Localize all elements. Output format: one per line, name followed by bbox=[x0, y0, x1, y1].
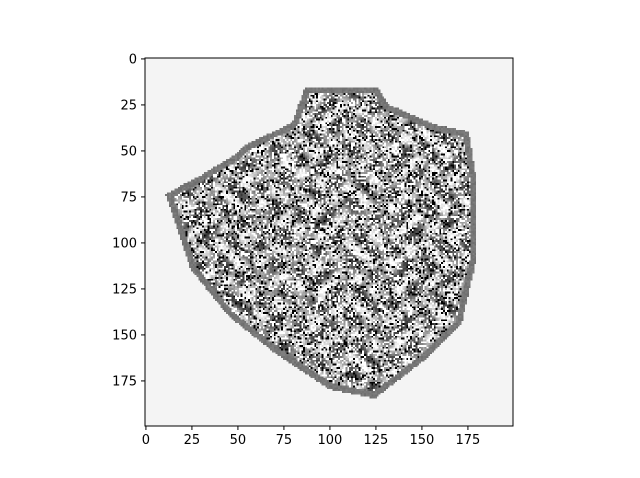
x-tick-label: 25 bbox=[184, 433, 201, 448]
y-tick-label: 0 bbox=[129, 52, 137, 67]
y-tick-label: 125 bbox=[112, 282, 137, 297]
y-tick-label: 25 bbox=[120, 98, 137, 113]
x-tick-label: 150 bbox=[410, 433, 435, 448]
heatmap-pixels bbox=[145, 58, 513, 426]
x-tick-label: 175 bbox=[456, 433, 481, 448]
x-tick-label: 50 bbox=[230, 433, 247, 448]
x-tick-label: 100 bbox=[318, 433, 343, 448]
y-tick-label: 75 bbox=[120, 190, 137, 205]
x-axis: 0 25 50 75 100 125 150 175 bbox=[142, 426, 481, 448]
x-tick-label: 75 bbox=[276, 433, 293, 448]
y-tick-label: 100 bbox=[112, 236, 137, 251]
x-tick-label: 0 bbox=[142, 433, 150, 448]
axes-frame bbox=[144, 57, 514, 427]
y-tick-label: 150 bbox=[112, 328, 137, 343]
heatmap-image bbox=[145, 58, 513, 426]
y-tick-label: 50 bbox=[120, 144, 137, 159]
y-tick-label: 175 bbox=[112, 374, 137, 389]
x-tick-label: 125 bbox=[364, 433, 389, 448]
plot-area bbox=[144, 57, 514, 427]
y-axis: 0 25 50 75 100 125 150 175 bbox=[112, 52, 145, 389]
